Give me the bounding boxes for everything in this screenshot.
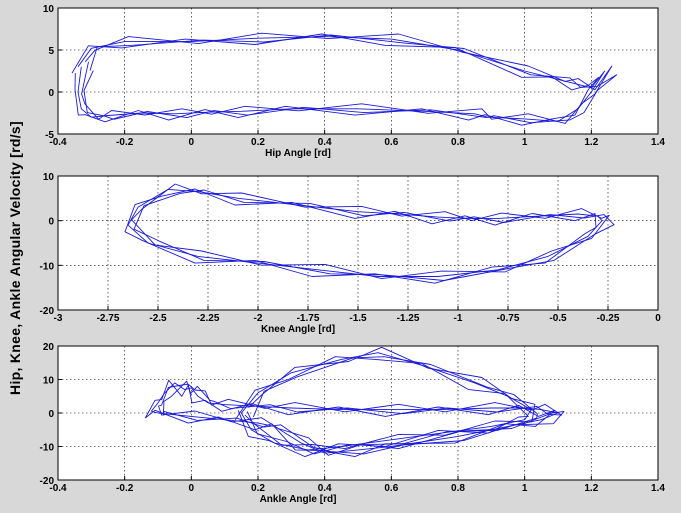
trajectory-series-0-cycle-2 <box>71 33 600 126</box>
trajectory-series-0-cycle-0 <box>127 188 603 277</box>
y-tick-label: -10 <box>40 261 55 272</box>
trajectory-series-0-cycle-1 <box>81 32 613 124</box>
x-tick-label: 0.2 <box>251 483 265 494</box>
y-tick-label: -20 <box>40 306 55 317</box>
ankle-phase-plot: -0.4 -0.2 0 0.2 0.4 0.6 0.8 1 1.2 1.4 -20 -10 0 10 20 A… <box>40 342 666 505</box>
x-tick-label: -1.25 <box>397 313 420 324</box>
x-tick-label: 0 <box>655 313 661 324</box>
y-tick-label: 0 <box>48 217 54 228</box>
x-tick-label: 0.8 <box>451 483 465 494</box>
shared-y-axis-label: Hip, Knee, Ankle Angular Velocity [rd/s] <box>7 121 23 395</box>
x-tick-label: -2.25 <box>197 313 220 324</box>
x-tick-label: 1.4 <box>651 137 665 148</box>
x-tick-label: 1.2 <box>584 137 598 148</box>
x-tick-label: -2.75 <box>97 313 120 324</box>
trajectory-series-0-cycle-3 <box>133 189 615 281</box>
x-axis-label-1: Knee Angle [rd] <box>261 324 335 335</box>
y-tick-label: 5 <box>48 46 54 57</box>
x-tick-label: -0.25 <box>597 313 620 324</box>
y-tick-label: 20 <box>43 342 55 353</box>
x-tick-label: 0.4 <box>318 483 332 494</box>
trajectory-series-0-cycle-3 <box>162 380 565 455</box>
x-tick-label: -2 <box>254 313 263 324</box>
y-tick-label: -5 <box>45 130 54 141</box>
x-tick-label: 0.2 <box>251 137 265 148</box>
x-tick-label: 0 <box>189 483 195 494</box>
y-tick-label: 0 <box>48 409 54 420</box>
knee-phase-plot: -3 -2.75 -2.5 -2.25 -2 -1.75 -1.5 -1.25 -1 -0.75 -… <box>40 172 662 335</box>
y-tick-label: 10 <box>43 376 55 387</box>
trajectory-series-0-cycle-1 <box>131 183 610 280</box>
x-tick-label: -1 <box>454 313 463 324</box>
hip-phase-plot: -0.4 -0.2 0 0.2 0.4 0.6 0.8 1 1.2 1.4 -5 0 5 10 Hip An… <box>43 4 666 159</box>
x-tick-label: -2.5 <box>149 313 167 324</box>
x-tick-label: 1 <box>522 137 528 148</box>
x-tick-label: 1.2 <box>584 483 598 494</box>
trajectory-series-0-cycle-2 <box>124 188 597 284</box>
plot-area-1 <box>57 175 659 311</box>
x-tick-label: -0.5 <box>549 313 567 324</box>
y-tick-label: -10 <box>40 443 55 454</box>
x-tick-label: -0.2 <box>116 137 134 148</box>
x-tick-label: -0.2 <box>116 483 134 494</box>
y-tick-label: 10 <box>43 172 55 183</box>
x-axis-label-2: Ankle Angle [rd] <box>260 494 337 505</box>
x-tick-label: 0.6 <box>384 137 398 148</box>
y-tick-label: 10 <box>43 4 55 15</box>
x-tick-label: -1.5 <box>349 313 367 324</box>
x-tick-label: 1 <box>522 483 528 494</box>
x-tick-label: 0.8 <box>451 137 465 148</box>
trajectory-series-0-cycle-3 <box>83 34 618 124</box>
x-tick-label: 0 <box>189 137 195 148</box>
y-tick-label: -20 <box>40 476 55 487</box>
x-tick-label: -0.4 <box>49 137 67 148</box>
trajectory-series-1-cycle-3 <box>246 356 538 455</box>
y-tick-label: 0 <box>48 88 54 99</box>
trajectory-series-0-cycle-1 <box>158 383 563 456</box>
x-tick-label: -0.75 <box>497 313 520 324</box>
x-tick-label: 0.4 <box>318 137 332 148</box>
x-tick-label: -3 <box>54 313 63 324</box>
x-tick-label: -1.75 <box>297 313 320 324</box>
x-tick-label: 1.4 <box>651 483 665 494</box>
trajectory-series-1-cycle-2 <box>234 356 529 458</box>
x-tick-label: 0.6 <box>384 483 398 494</box>
x-axis-label-0: Hip Angle [rd] <box>265 148 331 159</box>
x-tick-label: -0.4 <box>49 483 67 494</box>
